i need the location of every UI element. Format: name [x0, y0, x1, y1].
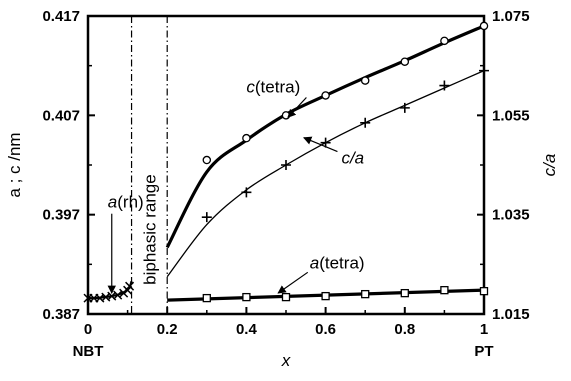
x-end-label-left: NBT — [73, 343, 104, 360]
x-tick-label: 1 — [480, 321, 488, 338]
x-tick-label: 0.8 — [394, 321, 415, 338]
y-right-tick-label: 1.075 — [492, 8, 530, 25]
data-point-c-a — [281, 160, 291, 170]
data-point-a-tetra — [400, 288, 409, 298]
x-tick-label: 0.4 — [236, 321, 258, 338]
y-left-axis-title: a ; c /nm — [5, 132, 24, 197]
data-point-c-a — [399, 102, 410, 113]
annotation-c-tetra: c(tetra) — [246, 77, 300, 96]
annotation-c-a: c/a — [341, 149, 364, 168]
data-point-a-tetra — [281, 292, 291, 302]
x-axis-title: x — [281, 351, 291, 370]
annotation-arrow-c-a — [303, 136, 338, 153]
series-line-a-rh — [87, 280, 133, 300]
annotation-arrow-a-tetra — [277, 271, 309, 294]
data-point-c-tetra — [400, 57, 410, 66]
data-point-a-tetra — [440, 286, 449, 295]
x-tick-label: 0 — [84, 321, 92, 338]
data-point-c-tetra — [202, 155, 212, 165]
data-point-c-a — [479, 65, 489, 76]
data-point-a-tetra — [361, 289, 370, 299]
y-left-tick-label: 0.387 — [42, 306, 80, 323]
y-right-axis-title: c/a — [540, 154, 559, 177]
data-point-a-tetra — [479, 287, 489, 296]
data-point-c-tetra — [479, 21, 489, 31]
data-point-a-rh — [125, 281, 135, 291]
data-point-a-tetra — [321, 291, 330, 301]
plot-area: biphasic range 0 0.2 0.4 0.6 0.8 1 NBT PT x 0.387 0… — [5, 8, 559, 370]
data-point-c-tetra — [321, 91, 330, 100]
y-left-tick-label: 0.397 — [42, 207, 80, 224]
biphasic-range-label: biphasic range — [140, 174, 159, 285]
series-line-c-a — [166, 70, 485, 278]
data-point-c-tetra — [281, 111, 291, 120]
y-left-tick-label: 0.417 — [42, 8, 80, 25]
x-tick-label: 0.6 — [315, 321, 336, 338]
data-point-c-a — [439, 80, 450, 91]
annotation-a-rh: a(rh) — [108, 193, 144, 212]
data-point-c-a — [360, 117, 371, 128]
y-right-tick-label: 1.035 — [492, 207, 530, 224]
y-left-tick-label: 0.407 — [42, 107, 80, 124]
y-right-tick-label: 1.015 — [492, 306, 530, 323]
data-point-c-a — [241, 187, 252, 198]
annotation-a-tetra: a(tetra) — [310, 253, 365, 272]
data-point-a-tetra — [202, 293, 211, 303]
data-point-c-tetra — [360, 76, 370, 85]
series-line-c-tetra — [165, 24, 485, 249]
annotation-arrow-c-tetra — [287, 97, 307, 118]
data-point-c-a — [320, 137, 331, 148]
y-right-tick-label: 1.055 — [492, 107, 530, 124]
data-point-c-tetra — [242, 133, 251, 143]
data-point-c-a — [201, 212, 212, 223]
data-point-c-tetra — [440, 36, 449, 46]
x-end-label-right: PT — [474, 343, 493, 360]
x-tick-label: 0.2 — [157, 321, 178, 338]
data-point-a-tetra — [242, 292, 251, 302]
